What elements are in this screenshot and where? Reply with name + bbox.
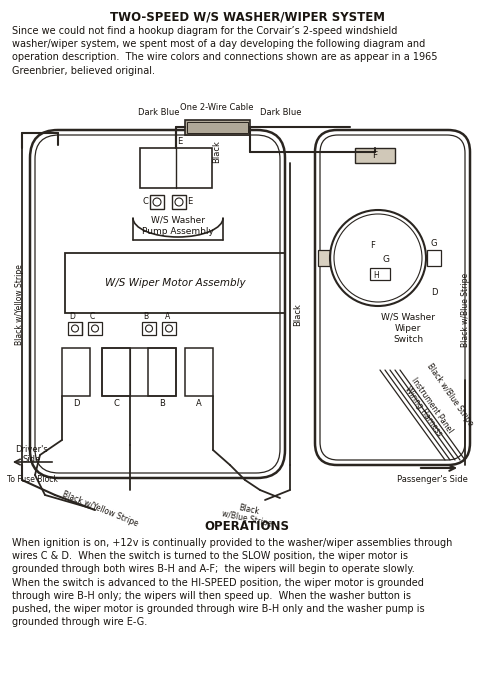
Text: H: H [373,271,379,281]
Bar [162,322,176,335]
Text: W/S Washer
Wiper
Switch: W/S Washer Wiper Switch [381,313,435,344]
Bar [88,322,102,335]
Text: To Fuse Block: To Fuse Block [6,475,57,484]
Bar [102,348,130,396]
Bar [187,122,248,133]
Text: Black w/Yellow Stripe: Black w/Yellow Stripe [15,265,24,346]
Text: C: C [113,399,119,408]
Text: B: B [143,312,148,321]
Bar [185,120,250,135]
Text: D: D [73,399,79,408]
Bar [427,250,441,266]
Text: A: A [165,312,170,321]
Text: Black w/Blue Stripe: Black w/Blue Stripe [461,273,471,347]
Bar [148,348,176,396]
Text: Instrument Panel
Wiring Harness: Instrument Panel Wiring Harness [401,375,455,440]
Text: A: A [196,399,202,408]
Text: F: F [372,151,378,159]
Text: W/S Washer
Pump Assembly: W/S Washer Pump Assembly [142,216,214,236]
Text: Dark Blue: Dark Blue [139,108,180,117]
Bar [185,348,213,396]
Bar [102,348,176,396]
Text: TWO-SPEED W/S WASHER/WIPER SYSTEM: TWO-SPEED W/S WASHER/WIPER SYSTEM [109,10,385,23]
Text: D: D [69,312,75,321]
Text: One 2-Wire Cable: One 2-Wire Cable [180,103,254,112]
Text: W/S Wiper Motor Assembly: W/S Wiper Motor Assembly [104,278,246,288]
Text: When ignition is on, +12v is continually provided to the washer/wiper assemblies: When ignition is on, +12v is continually… [12,538,452,627]
Bar [68,322,82,335]
Text: E: E [177,137,182,146]
Text: Black: Black [212,140,221,163]
Text: OPERATIONS: OPERATIONS [204,520,290,533]
Text: E: E [187,197,192,206]
Text: Black w/Blue Stripe: Black w/Blue Stripe [425,362,475,428]
Bar [370,268,390,280]
Bar [140,148,212,188]
Text: G: G [431,239,437,248]
Text: G: G [383,256,390,265]
Text: Black w/Yellow Stripe: Black w/Yellow Stripe [61,490,139,529]
Bar [142,322,156,335]
Text: B: B [159,399,165,408]
Text: Driver's
Side: Driver's Side [16,445,49,464]
Text: Black
w/Blue Stripe: Black w/Blue Stripe [221,500,275,529]
Text: F: F [371,242,375,250]
Text: Since we could not find a hookup diagram for the Corvair’s 2-speed windshield
wa: Since we could not find a hookup diagram… [12,26,438,76]
Bar [65,253,285,313]
Bar [318,250,330,266]
Text: D: D [431,288,437,297]
Bar [150,195,164,209]
Text: Dark Blue: Dark Blue [260,108,301,117]
Text: C: C [90,312,95,321]
Text: Passenger's Side: Passenger's Side [396,475,467,484]
Text: Black: Black [293,304,302,327]
Bar [355,148,395,163]
Bar [62,348,90,396]
Bar [172,195,186,209]
Text: C: C [142,197,148,206]
